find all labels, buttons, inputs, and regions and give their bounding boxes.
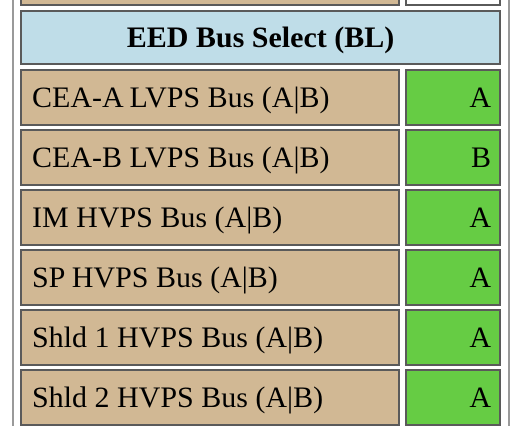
- row-label: CEA-B LVPS Bus (A|B): [20, 129, 400, 186]
- right-border: [508, 0, 510, 426]
- table-row: IM HVPS Bus (A|B) A: [20, 189, 501, 246]
- table-row: CEA-A LVPS Bus (A|B) A: [20, 69, 501, 126]
- table-row: SP HVPS Bus (A|B) A: [20, 249, 501, 306]
- row-value: A: [405, 369, 501, 426]
- row-label: Shld 1 HVPS Bus (A|B): [20, 309, 400, 366]
- previous-row-label-cell: [20, 0, 400, 6]
- row-label: CEA-A LVPS Bus (A|B): [20, 69, 400, 126]
- section-header: EED Bus Select (BL): [20, 10, 501, 65]
- table-row: Shld 1 HVPS Bus (A|B) A: [20, 309, 501, 366]
- row-label: SP HVPS Bus (A|B): [20, 249, 400, 306]
- row-label: Shld 2 HVPS Bus (A|B): [20, 369, 400, 426]
- previous-row-value-cell: [405, 0, 501, 6]
- row-value: A: [405, 189, 501, 246]
- left-border: [12, 0, 14, 426]
- row-value: B: [405, 129, 501, 186]
- table-row: CEA-B LVPS Bus (A|B) B: [20, 129, 501, 186]
- row-value: A: [405, 69, 501, 126]
- row-value: A: [405, 309, 501, 366]
- table-row: Shld 2 HVPS Bus (A|B) A: [20, 369, 501, 426]
- row-label: IM HVPS Bus (A|B): [20, 189, 400, 246]
- row-value: A: [405, 249, 501, 306]
